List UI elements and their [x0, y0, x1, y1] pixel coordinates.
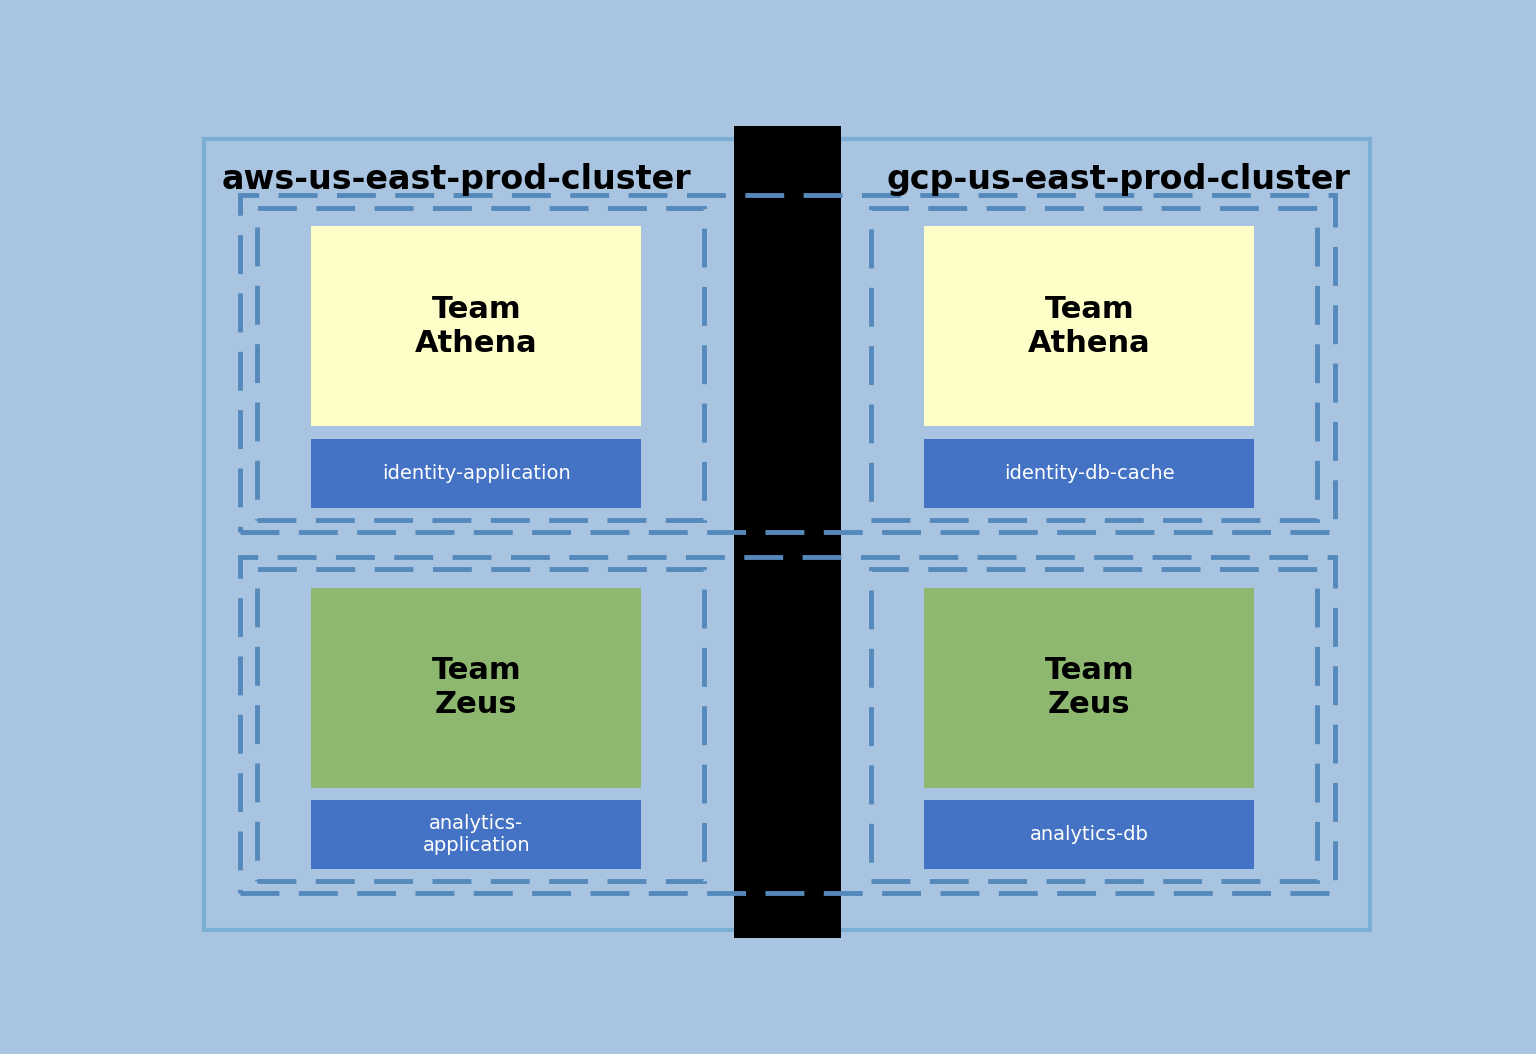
Text: analytics-db: analytics-db	[1029, 825, 1149, 844]
Text: identity-db-cache: identity-db-cache	[1005, 464, 1175, 483]
Bar	[734, 126, 840, 938]
Text: analytics-
application: analytics- application	[422, 814, 530, 855]
Text: identity-application: identity-application	[382, 464, 570, 483]
Bar	[258, 569, 703, 881]
Text: Team
Athena: Team Athena	[415, 295, 538, 357]
Text: Team
Athena: Team Athena	[1028, 295, 1150, 357]
Bar	[925, 587, 1255, 787]
Bar	[310, 587, 642, 787]
Bar	[310, 800, 642, 868]
Bar	[240, 195, 1335, 532]
Bar	[258, 208, 703, 520]
Bar	[240, 557, 1335, 894]
Text: Team
Zeus: Team Zeus	[1044, 657, 1134, 719]
Bar	[925, 227, 1255, 427]
Text: Team
Zeus: Team Zeus	[432, 657, 521, 719]
Text: gcp-us-east-prod-cluster: gcp-us-east-prod-cluster	[886, 162, 1350, 196]
Bar	[871, 569, 1316, 881]
Bar	[925, 438, 1255, 508]
Bar	[310, 227, 642, 427]
Text: aws-us-east-prod-cluster: aws-us-east-prod-cluster	[221, 162, 691, 196]
Bar	[871, 208, 1316, 520]
Bar	[310, 438, 642, 508]
Bar	[925, 800, 1255, 868]
